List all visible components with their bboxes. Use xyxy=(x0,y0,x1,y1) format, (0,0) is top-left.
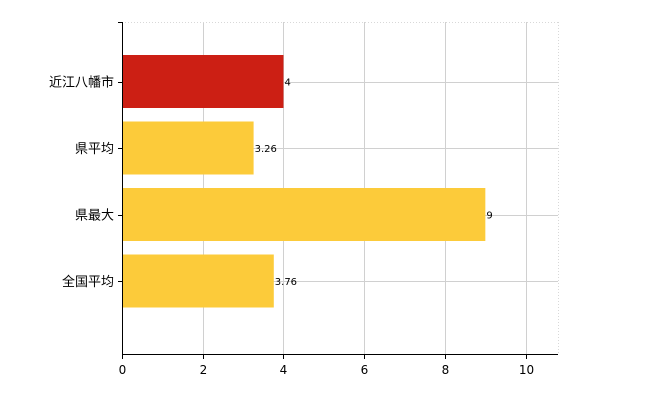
bar-1 xyxy=(123,121,254,175)
data-label-1: 3.26 xyxy=(255,144,277,155)
x-tick-label-8: 8 xyxy=(442,363,450,377)
data-label-0: 4 xyxy=(284,78,290,89)
category-label-2: 県最大 xyxy=(75,209,114,224)
category-label-0: 近江八幡市 xyxy=(49,75,114,91)
bar-3 xyxy=(123,254,274,308)
bar-2 xyxy=(123,188,486,241)
category-label-3: 全国平均 xyxy=(62,274,114,290)
x-tick-label-6: 6 xyxy=(361,363,369,377)
data-label-2: 9 xyxy=(486,211,492,222)
x-tick-label-10: 10 xyxy=(519,363,534,377)
x-tick-label-2: 2 xyxy=(200,363,208,377)
x-tick-label-4: 4 xyxy=(280,363,288,377)
x-tick-label-0: 0 xyxy=(119,363,127,377)
bar-0 xyxy=(123,55,284,108)
category-label-1: 県平均 xyxy=(75,142,114,157)
data-label-3: 3.76 xyxy=(275,277,297,288)
